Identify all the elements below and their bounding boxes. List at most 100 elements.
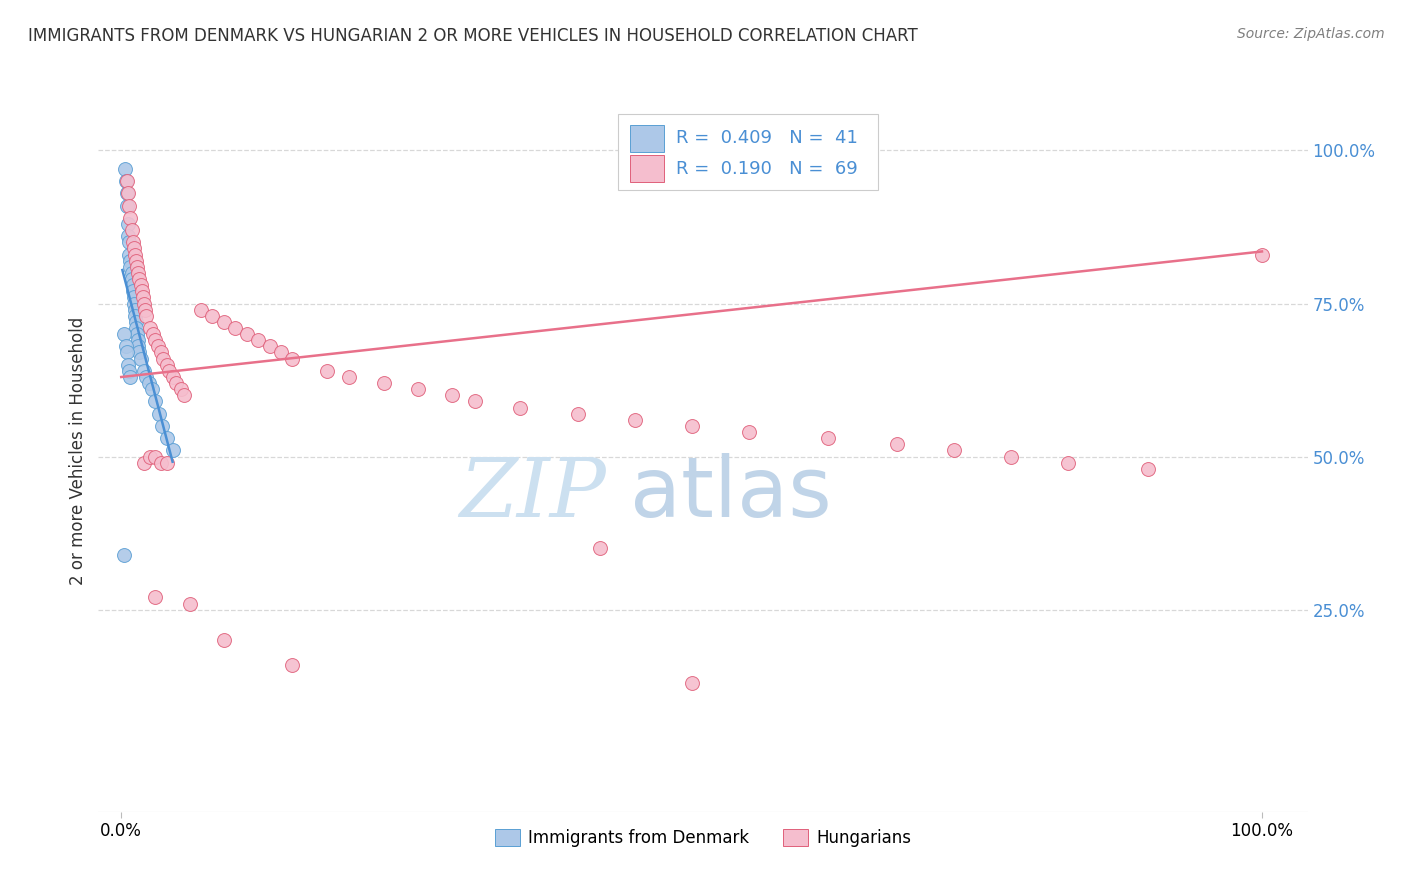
Point (373, 376, 395, 390)
Point (1000, 450, 1022, 464)
Point (120, 370, 142, 384)
Point (247, 333, 270, 347)
Point (212, 633, 235, 648)
Point (589, 541, 612, 556)
Point (115, 186, 138, 201)
Point (118, 198, 141, 212)
Point (406, 382, 429, 396)
Point (127, 333, 149, 347)
Point (146, 339, 169, 353)
Y-axis label: 2 or more Vehicles in Household: 2 or more Vehicles in Household (69, 317, 87, 584)
Bar (630, 155, 664, 182)
Point (115, 345, 138, 359)
Point (121, 266, 143, 280)
Point (117, 229, 139, 244)
Point (224, 321, 246, 335)
Point (118, 364, 141, 378)
Point (122, 296, 145, 310)
Point (132, 364, 155, 378)
Point (114, 339, 136, 353)
Point (117, 358, 139, 372)
Point (441, 388, 464, 402)
Point (162, 443, 184, 458)
Point (125, 321, 148, 335)
Point (681, 676, 703, 690)
Point (148, 407, 170, 421)
Point (145, 591, 167, 605)
Point (112, 327, 135, 342)
Point (270, 345, 292, 359)
Point (131, 285, 153, 299)
Text: Source: ZipAtlas.com: Source: ZipAtlas.com (1237, 27, 1385, 41)
Point (121, 285, 143, 299)
Point (281, 657, 304, 672)
Point (337, 370, 360, 384)
Point (122, 290, 145, 304)
Point (121, 223, 143, 237)
Point (124, 302, 146, 317)
Point (132, 456, 155, 470)
Point (1057, 456, 1080, 470)
Point (135, 370, 157, 384)
Point (118, 247, 141, 261)
Point (169, 382, 191, 396)
Point (212, 315, 235, 329)
Point (124, 309, 146, 323)
Point (145, 333, 167, 347)
Point (129, 351, 152, 366)
Point (190, 302, 212, 317)
Point (179, 597, 201, 611)
Point (567, 407, 589, 421)
Point (152, 351, 174, 366)
Point (135, 309, 157, 323)
Text: R =  0.190   N =  69: R = 0.190 N = 69 (676, 160, 858, 178)
Point (138, 376, 160, 390)
Point (681, 419, 703, 434)
Point (117, 217, 139, 231)
Point (201, 309, 224, 323)
Point (134, 302, 156, 317)
Point (115, 198, 138, 212)
Point (120, 253, 142, 268)
Point (162, 370, 184, 384)
Point (145, 450, 167, 464)
Point (121, 278, 143, 293)
Point (124, 247, 146, 261)
Text: IMMIGRANTS FROM DENMARK VS HUNGARIAN 2 OR MORE VEHICLES IN HOUSEHOLD CORRELATION: IMMIGRANTS FROM DENMARK VS HUNGARIAN 2 O… (28, 27, 918, 45)
Point (114, 174, 136, 188)
Point (142, 327, 165, 342)
Point (156, 456, 179, 470)
FancyBboxPatch shape (619, 114, 879, 190)
Point (156, 431, 179, 445)
Point (118, 235, 141, 250)
Point (125, 315, 148, 329)
Point (112, 548, 135, 562)
Bar (630, 125, 664, 152)
Point (150, 419, 173, 434)
Point (173, 388, 195, 402)
Point (132, 296, 155, 310)
Point (886, 437, 908, 451)
Point (125, 253, 148, 268)
Point (150, 456, 173, 470)
Point (121, 272, 143, 286)
Point (120, 211, 142, 225)
Point (114, 161, 136, 176)
Point (141, 382, 163, 396)
Point (817, 431, 839, 445)
Point (156, 358, 179, 372)
Point (132, 290, 155, 304)
Point (127, 327, 149, 342)
Point (139, 321, 162, 335)
Point (1136, 462, 1159, 476)
Point (464, 394, 486, 409)
Point (129, 278, 152, 293)
Point (127, 260, 149, 274)
Point (157, 364, 180, 378)
Point (235, 327, 257, 342)
Point (121, 235, 143, 250)
Legend: Immigrants from Denmark, Hungarians: Immigrants from Denmark, Hungarians (488, 822, 918, 854)
Point (128, 272, 150, 286)
Point (315, 364, 337, 378)
Point (165, 376, 187, 390)
